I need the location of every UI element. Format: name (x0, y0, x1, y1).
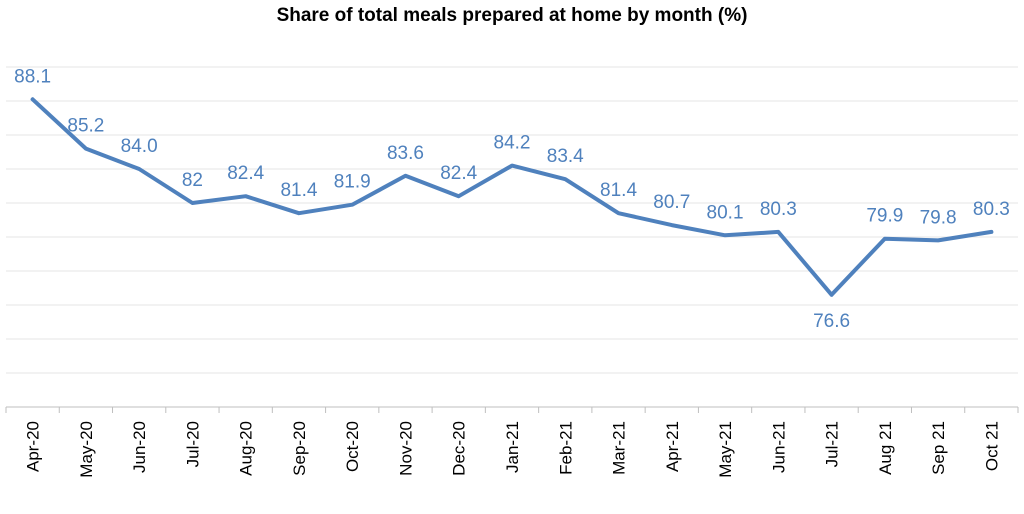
x-tick-label: May-20 (77, 421, 96, 478)
data-label: 80.7 (653, 192, 690, 213)
data-label: 79.8 (920, 207, 957, 228)
x-tick-label: Feb-21 (556, 421, 575, 475)
x-tick-label: Dec-20 (450, 421, 469, 476)
gridlines (6, 66, 1018, 374)
x-tick-label: Apr-21 (663, 421, 682, 472)
data-label: 82.4 (440, 163, 477, 184)
data-label: 84.2 (494, 133, 531, 154)
x-tick-label: Aug-20 (237, 421, 256, 476)
x-tick-label: May-21 (716, 421, 735, 478)
x-tick-label: Jul-20 (183, 421, 202, 467)
x-tick-labels: Apr-20 May-20 Jun-20 Jul-20 Aug-20 Sep-20 Oct-… (24, 421, 1002, 478)
x-axis (5, 406, 1019, 413)
data-label: 83.4 (547, 146, 584, 167)
x-tick-label: Apr-20 (24, 421, 43, 472)
x-tick-label: Oct 21 (982, 421, 1001, 471)
data-label: 84.0 (121, 136, 158, 157)
x-tick-label: Jun-20 (130, 421, 149, 473)
data-label: 81.4 (280, 180, 317, 201)
data-label: 88.1 (14, 66, 51, 87)
data-label: 76.6 (813, 311, 850, 332)
data-label: 83.6 (387, 143, 424, 164)
x-tick-label: Mar-21 (610, 421, 629, 475)
series (30, 97, 994, 297)
x-tick-label: Jun-21 (769, 421, 788, 473)
data-label: 81.9 (334, 172, 371, 193)
x-tick-label: Jul-21 (823, 421, 842, 467)
data-label: 80.1 (707, 202, 744, 223)
x-tick-label: Sep-20 (290, 421, 309, 476)
chart-title: Share of total meals prepared at home by… (276, 5, 748, 26)
series-line (30, 97, 994, 297)
data-label: 80.3 (760, 199, 797, 220)
x-tick-label: Sep 21 (929, 421, 948, 475)
data-label: 79.9 (866, 206, 903, 227)
data-label: 80.3 (973, 199, 1010, 220)
data-label: 81.4 (600, 180, 637, 201)
x-tick-label: Oct-20 (343, 421, 362, 472)
x-tick-label: Aug 21 (876, 421, 895, 475)
x-tick-label: Nov-20 (396, 421, 415, 476)
data-labels: 88.1 85.2 84.0 82 82.4 81.4 81.9 83.6 82.4 84.2 83… (14, 66, 1010, 332)
data-label: 85.2 (67, 116, 104, 137)
data-label: 82 (182, 170, 203, 191)
x-tick-label: Jan-21 (503, 421, 522, 473)
data-label: 82.4 (227, 163, 264, 184)
